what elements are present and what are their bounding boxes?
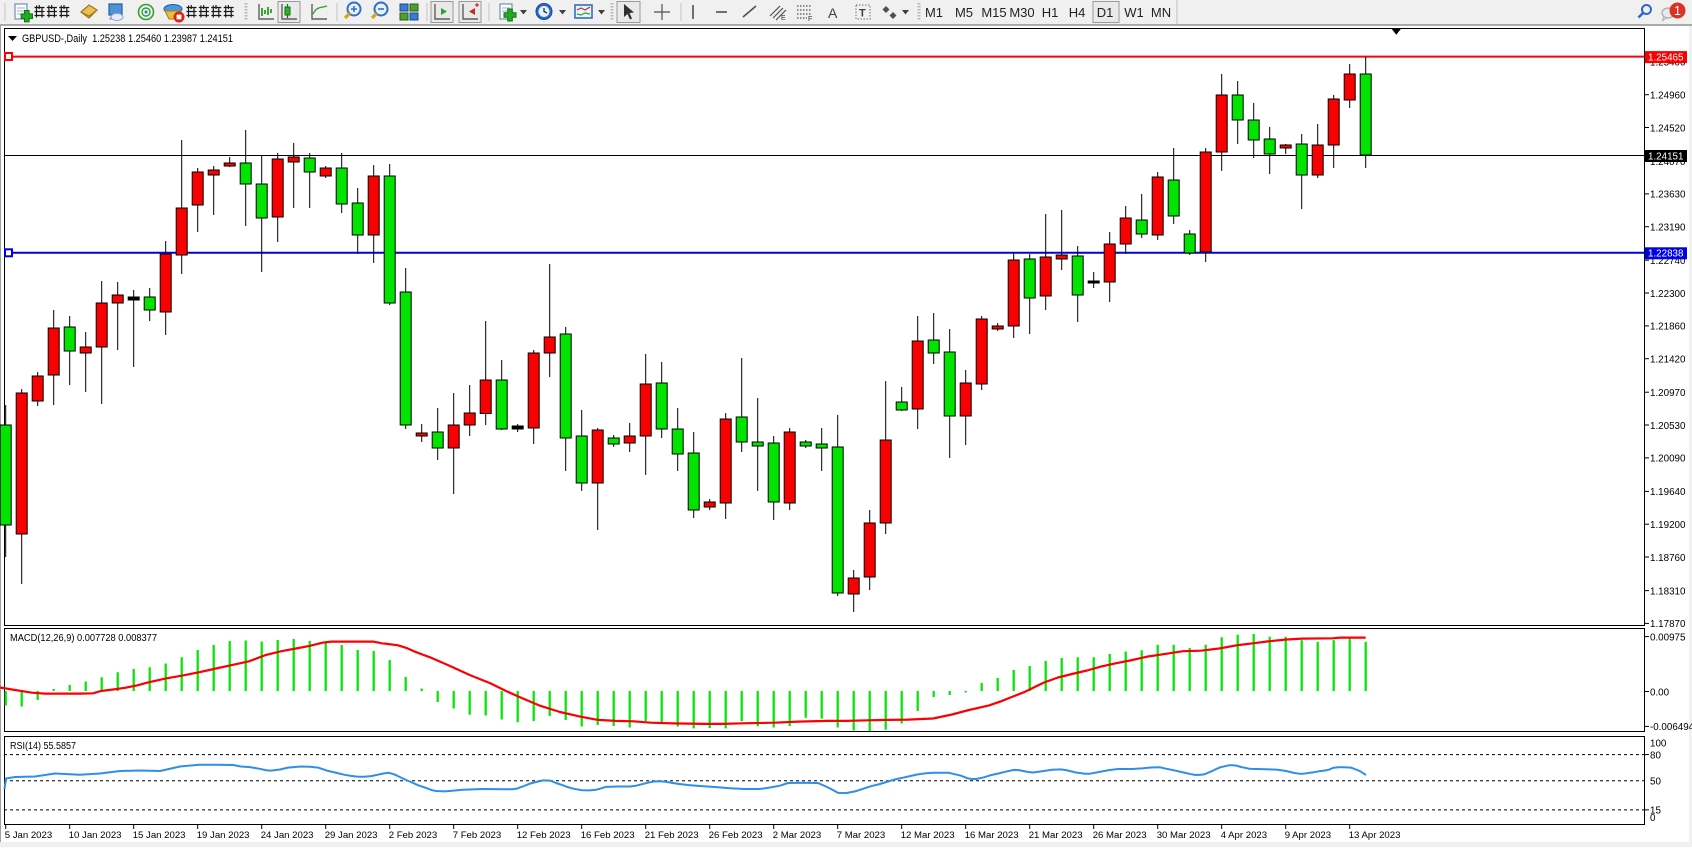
svg-text:1.20530: 1.20530 [1650,421,1686,432]
svg-text:5 Jan 2023: 5 Jan 2023 [5,830,52,841]
svg-text:MACD(12,26,9) 0.007728 0.00837: MACD(12,26,9) 0.007728 0.008377 [10,633,157,644]
svg-text:2 Feb 2023: 2 Feb 2023 [389,830,438,841]
svg-text:7 Feb 2023: 7 Feb 2023 [453,830,502,841]
svg-text:1.19200: 1.19200 [1650,520,1686,531]
svg-text:1.23630: 1.23630 [1650,190,1686,201]
svg-text:F: F [808,16,812,23]
svg-text:W1: W1 [1124,5,1144,20]
svg-text:4 Apr 2023: 4 Apr 2023 [1221,830,1267,841]
svg-text:1.18760: 1.18760 [1650,553,1686,564]
svg-text:1.25465: 1.25465 [1648,52,1684,63]
svg-text:0.00975: 0.00975 [1650,632,1686,643]
svg-text:M30: M30 [1009,5,1034,20]
svg-text:-0.006494: -0.006494 [1650,722,1692,733]
svg-text:16 Feb 2023: 16 Feb 2023 [581,830,635,841]
svg-text:D1: D1 [1097,5,1114,20]
svg-text:7 Mar 2023: 7 Mar 2023 [837,830,886,841]
svg-text:2 Mar 2023: 2 Mar 2023 [773,830,822,841]
svg-text:29 Jan 2023: 29 Jan 2023 [325,830,378,841]
svg-text:21 Mar 2023: 21 Mar 2023 [1029,830,1083,841]
svg-text:15: 15 [1650,806,1661,817]
svg-text:1.22838: 1.22838 [1648,249,1684,260]
svg-text:GBPUSD-,Daily 1.25238 1.25460: GBPUSD-,Daily 1.25238 1.25460 1.23987 1.… [22,33,233,45]
svg-text:1.22740: 1.22740 [1650,256,1686,267]
svg-text:1.20970: 1.20970 [1650,388,1686,399]
svg-text:0: 0 [1650,813,1656,824]
svg-text:12 Mar 2023: 12 Mar 2023 [901,830,955,841]
svg-text:19 Jan 2023: 19 Jan 2023 [197,830,250,841]
svg-text:MN: MN [1151,5,1171,20]
svg-text:26 Mar 2023: 26 Mar 2023 [1093,830,1147,841]
svg-text:26 Feb 2023: 26 Feb 2023 [709,830,763,841]
svg-text:1.20090: 1.20090 [1650,454,1686,465]
svg-text:80: 80 [1650,750,1661,761]
svg-text:1.24960: 1.24960 [1650,91,1686,102]
svg-text:M5: M5 [955,5,973,20]
svg-text:0.00: 0.00 [1650,687,1670,698]
svg-text:A: A [828,5,838,21]
svg-text:13 Apr 2023: 13 Apr 2023 [1349,830,1401,841]
svg-text:1: 1 [1674,4,1681,18]
svg-text:M1: M1 [925,5,943,20]
svg-text:12 Feb 2023: 12 Feb 2023 [517,830,571,841]
svg-text:15 Jan 2023: 15 Jan 2023 [133,830,186,841]
svg-text:21 Feb 2023: 21 Feb 2023 [645,830,699,841]
svg-text:30 Mar 2023: 30 Mar 2023 [1157,830,1211,841]
svg-text:T: T [859,8,866,20]
svg-text:16 Mar 2023: 16 Mar 2023 [965,830,1019,841]
svg-text:1.24151: 1.24151 [1648,151,1683,162]
svg-text:H4: H4 [1069,5,1086,20]
svg-text:24 Jan 2023: 24 Jan 2023 [261,830,314,841]
svg-text:50: 50 [1650,777,1661,788]
svg-text:1.21420: 1.21420 [1650,355,1686,366]
svg-text:H1: H1 [1042,5,1059,20]
svg-text:1.24520: 1.24520 [1650,123,1686,134]
svg-text:1.24070: 1.24070 [1650,157,1686,168]
svg-text:E: E [781,15,786,22]
svg-text:RSI(14) 55.5857: RSI(14) 55.5857 [10,741,76,752]
svg-text:1.23190: 1.23190 [1650,223,1686,234]
svg-text:100: 100 [1650,739,1667,750]
svg-text:1.19640: 1.19640 [1650,487,1686,498]
svg-text:9 Apr 2023: 9 Apr 2023 [1285,830,1331,841]
svg-text:1.25400: 1.25400 [1650,58,1686,69]
svg-text:1.18310: 1.18310 [1650,586,1686,597]
svg-text:1.21860: 1.21860 [1650,322,1686,333]
svg-text:10 Jan 2023: 10 Jan 2023 [69,830,122,841]
svg-text:1.22300: 1.22300 [1650,289,1686,300]
svg-text:M15: M15 [981,5,1006,20]
svg-text:1.17870: 1.17870 [1650,619,1686,630]
